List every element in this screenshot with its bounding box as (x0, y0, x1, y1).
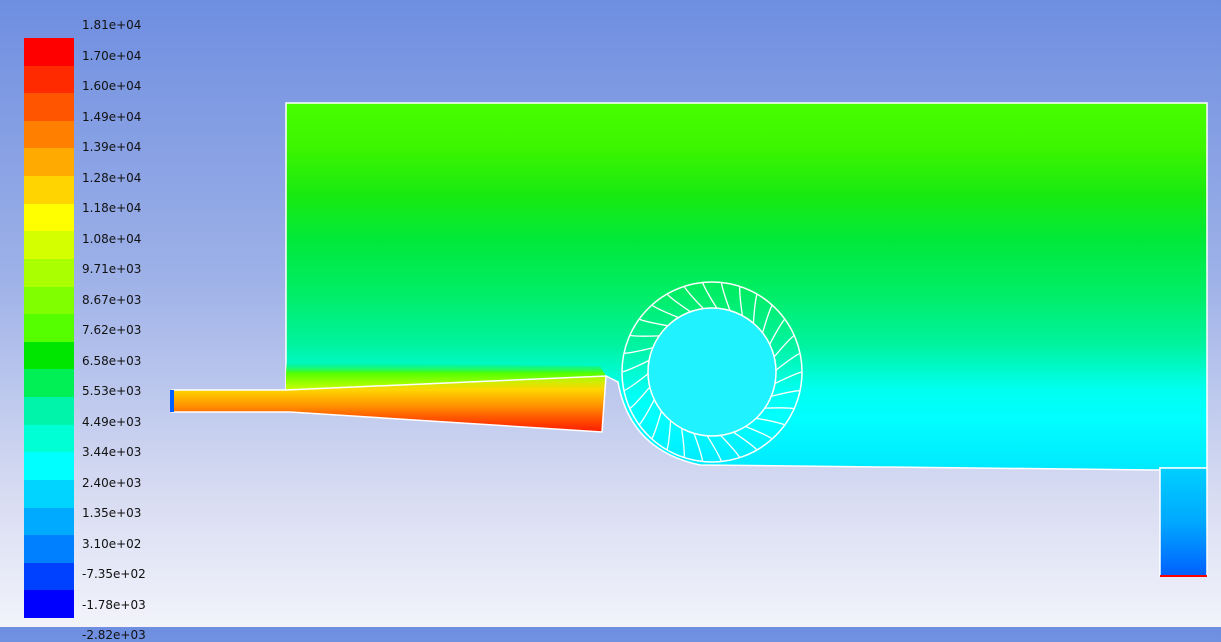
outlet-channel (1159, 467, 1208, 577)
runner-blade (733, 431, 758, 451)
colorbar-tick-label: 5.53e+03 (82, 384, 142, 398)
runner-blade (683, 286, 704, 310)
colorbar-tick-label: 8.67e+03 (82, 292, 142, 307)
contour-plot (170, 102, 1208, 577)
runner-blade (623, 347, 653, 354)
colorbar-swatch (24, 397, 74, 426)
runner-blade (638, 318, 668, 327)
colorbar-tick-label: 9.71e+03 (82, 262, 142, 276)
runner-blade (666, 420, 672, 451)
colorbar-swatch (24, 203, 74, 232)
colorbar-tick-label: 1.08e+04 (82, 231, 142, 246)
runner-blade (774, 371, 803, 385)
colorbar-swatch (24, 507, 74, 536)
colorbar-swatch (24, 176, 74, 205)
runner-blade (666, 293, 691, 313)
colorbar-swatch (24, 231, 74, 260)
runner-ring (621, 281, 803, 463)
runner-blade (761, 304, 773, 334)
runner-blade (720, 282, 731, 311)
colorbar-tick-label: 7.62e+03 (82, 323, 142, 337)
colorbar-tick-label: 1.28e+04 (82, 170, 142, 185)
runner-blade (752, 293, 758, 324)
colorbar (24, 38, 74, 619)
runner-blade (771, 390, 801, 397)
colorbar-tick-label: 1.35e+03 (82, 506, 142, 520)
colorbar-tick-labels: 1.81e+04 1.70e+04 1.60e+04 1.49e+04 1.39e+04… (82, 0, 202, 642)
runner-blade (706, 435, 723, 462)
runner-blade (638, 399, 655, 426)
inlet-face (170, 390, 174, 412)
inlet-shear-band (286, 362, 606, 390)
runner-blade (745, 425, 773, 440)
colorbar-tick-label: -7.35e+02 (82, 567, 146, 581)
runner-blade (773, 334, 795, 358)
runner-blade (775, 352, 801, 371)
colorbar-tick-label: 4.49e+03 (82, 414, 142, 429)
colorbar-tick-label: 1.81e+04 (82, 18, 142, 32)
colorbar-swatch (24, 65, 74, 94)
runner-blade (651, 410, 663, 440)
colorbar-tick-label: 3.10e+02 (82, 536, 142, 551)
runner-blade (621, 359, 650, 373)
colorbar-swatch (24, 38, 74, 67)
colorbar-swatch (24, 424, 74, 453)
runner-blade (680, 428, 685, 458)
runner-blade (764, 407, 795, 410)
colorbar-swatch (24, 258, 74, 288)
runner-blade (769, 318, 786, 345)
colorbar-swatch (24, 120, 74, 149)
colorbar-swatch (24, 341, 74, 370)
colorbar-swatch (24, 314, 74, 343)
colorbar-tick-label: 2.40e+03 (82, 475, 142, 490)
colorbar-swatch (24, 93, 74, 122)
runner-blade (739, 286, 744, 316)
colorbar-tick-label: -2.82e+03 (82, 628, 146, 642)
colorbar-swatch (24, 148, 74, 177)
colorbar-tick-label: 1.49e+04 (82, 109, 142, 124)
colorbar-tick-label: 1.60e+04 (82, 79, 142, 93)
colorbar-swatch (24, 452, 74, 481)
colorbar-swatch (24, 369, 74, 398)
runner-blade (720, 434, 741, 458)
colorbar-tick-label: -1.78e+03 (82, 597, 146, 612)
runner-blade (651, 304, 679, 319)
colorbar-swatch (24, 590, 74, 619)
colorbar-tick-label: 6.58e+03 (82, 353, 142, 368)
runner-interior (647, 307, 777, 437)
colorbar-tick-label: 1.18e+04 (82, 201, 142, 215)
runner-blade (693, 433, 704, 462)
runner-blade (701, 282, 718, 309)
colorbar-tick-label: 1.70e+04 (82, 48, 142, 63)
runner-blade (756, 417, 786, 426)
colorbar-swatch (24, 562, 74, 591)
colorbar-swatch (24, 479, 74, 508)
runner-blade (629, 334, 660, 337)
colorbar-swatch (24, 535, 74, 564)
runner-blade (623, 373, 649, 392)
runner-blade (629, 386, 651, 410)
colorbar-swatch (24, 286, 74, 315)
colorbar-tick-label: 3.44e+03 (82, 445, 142, 459)
colorbar-tick-label: 1.39e+04 (82, 140, 142, 154)
runner-blades (621, 282, 803, 462)
